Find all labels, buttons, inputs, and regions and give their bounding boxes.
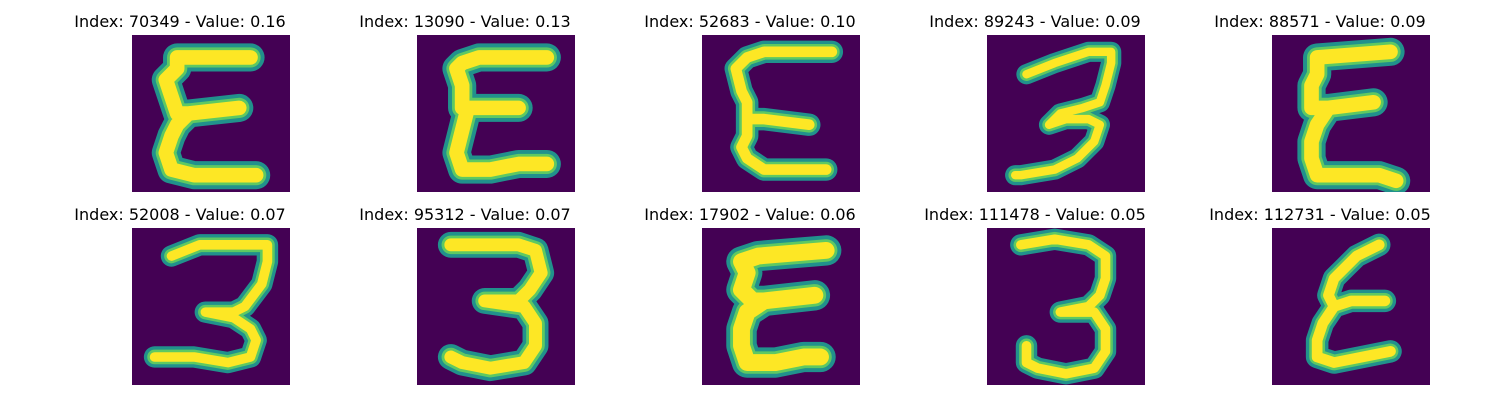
digit-image — [132, 228, 290, 385]
panel-title: Index: 52683 - Value: 0.10 — [644, 12, 856, 31]
panel-title: Index: 70349 - Value: 0.16 — [74, 12, 286, 31]
digit-image — [987, 35, 1145, 192]
panel-title: Index: 52008 - Value: 0.07 — [74, 205, 286, 224]
panel-3: Index: 52683 - Value: 0.10 — [600, 0, 900, 192]
panel-title: Index: 88571 - Value: 0.09 — [1214, 12, 1426, 31]
digit-image — [1272, 35, 1430, 192]
digit-image — [417, 228, 575, 385]
panel-title: Index: 112731 - Value: 0.05 — [1209, 205, 1431, 224]
panel-title: Index: 17902 - Value: 0.06 — [644, 205, 856, 224]
glyph-stroke-core — [1311, 239, 1396, 368]
glyph-stroke-core — [1010, 47, 1116, 180]
glyph-stroke-core — [149, 240, 273, 368]
panel-1: Index: 70349 - Value: 0.16 — [30, 0, 330, 192]
digit-image — [417, 35, 575, 192]
glyph-stroke-core — [449, 50, 555, 177]
panel-title: Index: 111478 - Value: 0.05 — [924, 205, 1146, 224]
panel-5: Index: 88571 - Value: 0.09 — [1170, 0, 1470, 192]
glyph-stroke-core — [1304, 44, 1404, 189]
panel-4: Index: 89243 - Value: 0.09 — [885, 0, 1185, 192]
glyph-stroke-core — [1016, 234, 1111, 379]
panel-7: Index: 95312 - Value: 0.07 — [315, 193, 615, 385]
digit-image — [132, 35, 290, 192]
panel-10: Index: 112731 - Value: 0.05 — [1170, 193, 1470, 385]
panel-2: Index: 13090 - Value: 0.13 — [315, 0, 615, 192]
panel-title: Index: 89243 - Value: 0.09 — [929, 12, 1141, 31]
glyph-stroke-core — [158, 50, 264, 183]
glyph-stroke-core — [730, 46, 838, 175]
panel-8: Index: 17902 - Value: 0.06 — [600, 193, 900, 385]
panel-9: Index: 111478 - Value: 0.05 — [885, 193, 1185, 385]
digit-image — [987, 228, 1145, 385]
digit-image — [702, 35, 860, 192]
panel-title: Index: 95312 - Value: 0.07 — [359, 205, 571, 224]
panel-6: Index: 52008 - Value: 0.07 — [30, 193, 330, 385]
digit-image — [1272, 228, 1430, 385]
glyph-stroke-core — [733, 242, 835, 371]
panel-title: Index: 13090 - Value: 0.13 — [359, 12, 571, 31]
glyph-stroke-core — [444, 238, 548, 375]
digit-image — [702, 228, 860, 385]
